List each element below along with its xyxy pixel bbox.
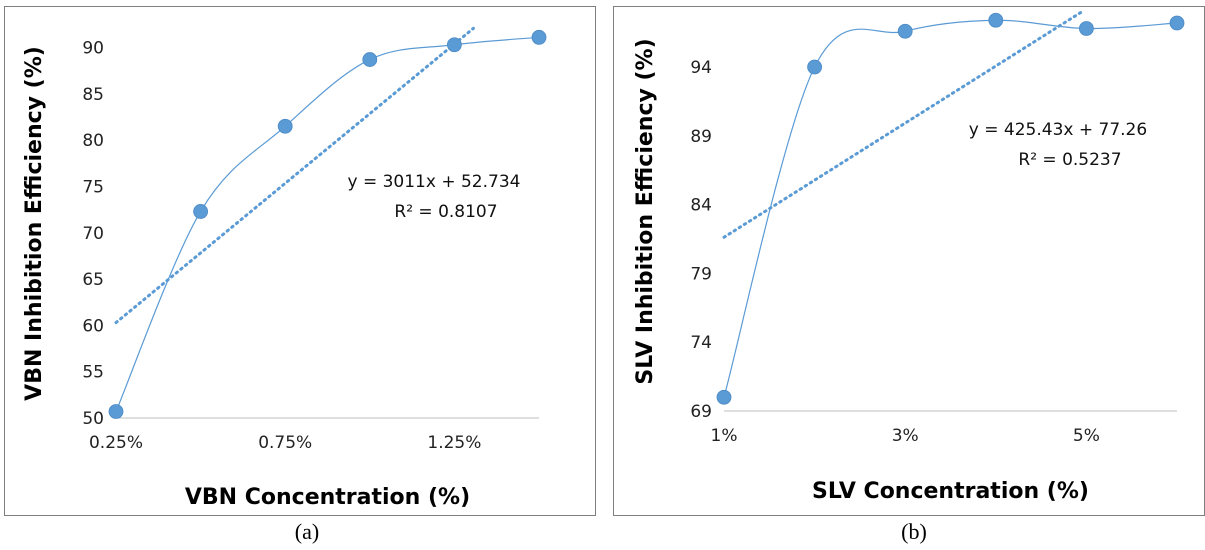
chart-a-x-tick-label: 1.25%	[427, 433, 481, 453]
chart-a-y-tick-label: 80	[82, 131, 104, 151]
chart-a-trendline	[114, 26, 475, 325]
chart-b-trendline	[722, 10, 1084, 239]
chart-a-trend-equation: y = 3011x + 52.734	[348, 172, 521, 192]
caption-b: (b)	[901, 519, 927, 544]
chart-b-svg: 69 74 79 84 89 94 1% 3% 5% y = 425.43x + 77.26 R² …	[633, 10, 1185, 504]
chart-panel-b: 69 74 79 84 89 94 1% 3% 5% y = 425.43x + 77.26 R² …	[613, 6, 1205, 516]
chart-b-y-tick-label: 94	[690, 58, 712, 78]
caption-a: (a)	[294, 519, 320, 544]
chart-a-x-tick-label: 0.75%	[258, 433, 312, 453]
chart-b-y-tick-label: 84	[690, 196, 712, 216]
chart-b-data-point	[988, 12, 1004, 28]
chart-a-trend-r2: R² = 0.8107	[394, 202, 497, 222]
chart-b-data-point	[1169, 15, 1185, 31]
chart-b-x-tick-label: 5%	[1073, 426, 1100, 446]
chart-panel-a: 50 55 60 65 70 75 80 85 90 0.25% 0.75% 1.25% y = 301…	[4, 6, 596, 516]
chart-b-trend-equation: y = 425.43x + 77.26	[969, 120, 1147, 140]
chart-a-data-point	[108, 404, 124, 419]
chart-a-data-point	[531, 29, 547, 45]
chart-a-y-tick-label: 65	[82, 270, 104, 290]
chart-a-y-tick-label: 75	[82, 177, 104, 197]
chart-b-y-tick-label: 74	[690, 333, 712, 353]
chart-a-y-tick-label: 55	[82, 363, 104, 383]
chart-a-y-tick-label: 60	[82, 316, 104, 336]
chart-b-x-axis-title: SLV Concentration (%)	[812, 479, 1089, 504]
chart-a-x-axis-title: VBN Concentration (%)	[185, 485, 470, 510]
chart-a-y-tick-label: 70	[82, 224, 104, 244]
chart-a-data-point	[362, 52, 378, 67]
chart-b-y-tick-label: 69	[690, 402, 712, 422]
chart-b-y-axis-title: SLV Inhibition Efficiency (%)	[633, 38, 658, 384]
chart-a-x-tick-label: 0.25%	[89, 433, 143, 453]
chart-a-data-point	[446, 37, 462, 53]
chart-b-x-tick-label: 3%	[892, 426, 919, 446]
chart-b-y-tick-label: 89	[690, 127, 712, 147]
chart-b-x-tick-label: 1%	[711, 426, 738, 446]
chart-a-y-tick-label: 50	[82, 409, 104, 429]
chart-a-y-axis-title: VBN Inhibition Efficiency (%)	[22, 46, 47, 401]
chart-b-data-point	[897, 23, 913, 39]
chart-b-data-point	[1078, 21, 1094, 36]
chart-a-svg: 50 55 60 65 70 75 80 85 90 0.25% 0.75% 1.25% y = 301…	[22, 26, 547, 510]
chart-a-data-point	[277, 118, 293, 134]
chart-a-y-tick-label: 90	[82, 39, 104, 59]
chart-a-data-point	[193, 204, 209, 219]
chart-b-data-point	[716, 389, 732, 405]
chart-a-series-line	[115, 36, 540, 412]
chart-b-series-line	[723, 19, 1178, 398]
chart-a-y-tick-label: 85	[82, 85, 104, 105]
chart-b-y-tick-label: 79	[690, 264, 712, 284]
chart-b-data-point	[807, 59, 823, 75]
chart-b-trend-r2: R² = 0.5237	[1018, 150, 1121, 170]
